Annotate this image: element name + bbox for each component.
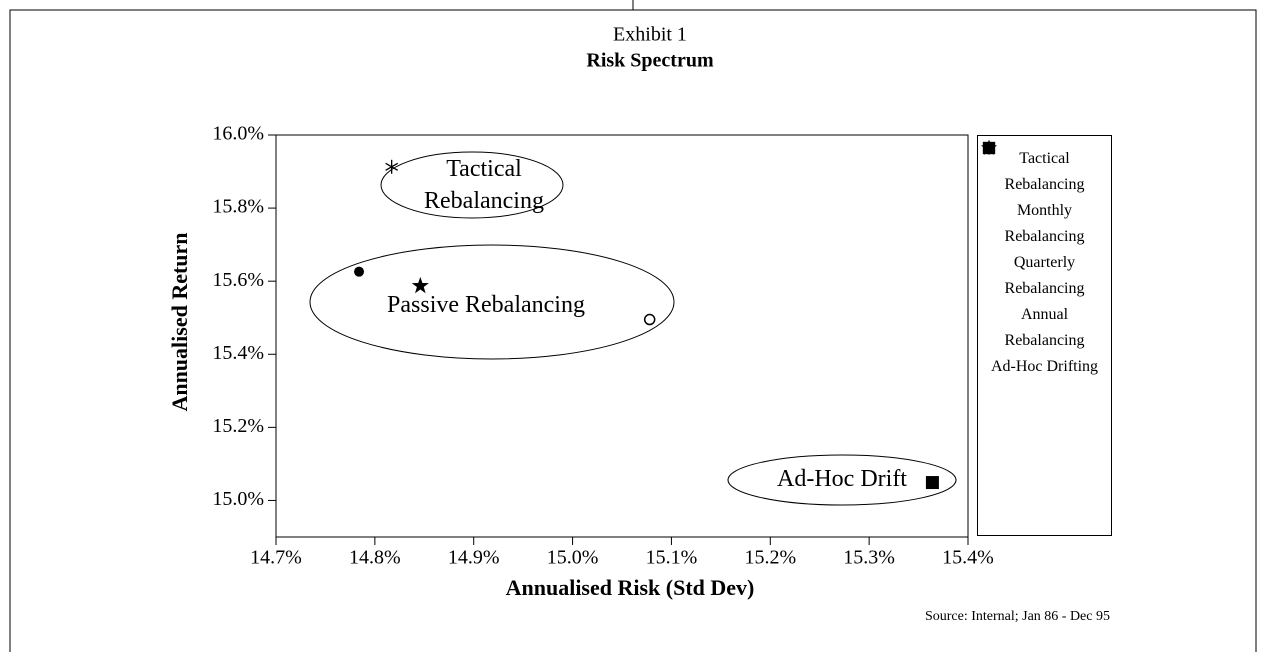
- x-tick-label: 14.8%: [349, 547, 401, 569]
- y-tick-label: 15.6%: [212, 269, 264, 291]
- x-tick-label: 14.9%: [448, 547, 500, 569]
- y-tick-label: 15.4%: [212, 342, 264, 364]
- y-tick-label: 15.2%: [212, 415, 264, 437]
- x-tick-label: 15.4%: [942, 547, 994, 569]
- legend-marker: [982, 141, 996, 155]
- group-ellipse: [309, 244, 675, 360]
- x-tick-label: 14.7%: [250, 547, 302, 569]
- legend-label: Quarterly Rebalancing: [1004, 254, 1085, 297]
- x-axis-title: Annualised Risk (Std Dev): [506, 575, 755, 600]
- marker-square: [982, 141, 996, 155]
- frame: [9, 0, 1257, 652]
- marker-open-circle: [643, 313, 656, 326]
- marker-star: [411, 276, 429, 294]
- y-tick-label: 15.8%: [212, 196, 264, 218]
- x-tick-label: 15.1%: [646, 547, 698, 569]
- legend: Tactical Rebalancing Monthly Rebalancing Q…: [977, 135, 1112, 536]
- marker-square: [925, 476, 939, 490]
- x-tick-label: 15.2%: [744, 547, 796, 569]
- marker-asterisk: [385, 159, 399, 174]
- plot-frame: [275, 134, 969, 538]
- x-tick-label: 15.0%: [547, 547, 599, 569]
- chart-subtitle: Risk Spectrum: [586, 50, 714, 72]
- annotation: Tactical Rebalancing: [424, 156, 544, 214]
- annotation: Ad-Hoc Drift: [777, 466, 907, 492]
- chart-title: Exhibit 1: [613, 24, 687, 46]
- y-axis-title: Annualised Return: [167, 232, 192, 411]
- group-ellipse: [727, 454, 957, 506]
- group-ellipse: [380, 151, 564, 219]
- legend-label: Monthly Rebalancing: [1004, 202, 1085, 245]
- y-tick-label: 15.0%: [212, 488, 264, 510]
- source-note: Source: Internal; Jan 86 - Dec 95: [925, 609, 1110, 624]
- legend-label: Ad-Hoc Drifting: [990, 358, 1099, 375]
- legend-label: Annual Rebalancing: [1004, 306, 1085, 349]
- x-tick-label: 15.3%: [843, 547, 895, 569]
- annotation: Passive Rebalancing: [387, 292, 585, 318]
- legend-label: Tactical Rebalancing: [1004, 150, 1085, 193]
- marker-circle: [354, 266, 365, 277]
- y-tick-label: 16.0%: [212, 123, 264, 145]
